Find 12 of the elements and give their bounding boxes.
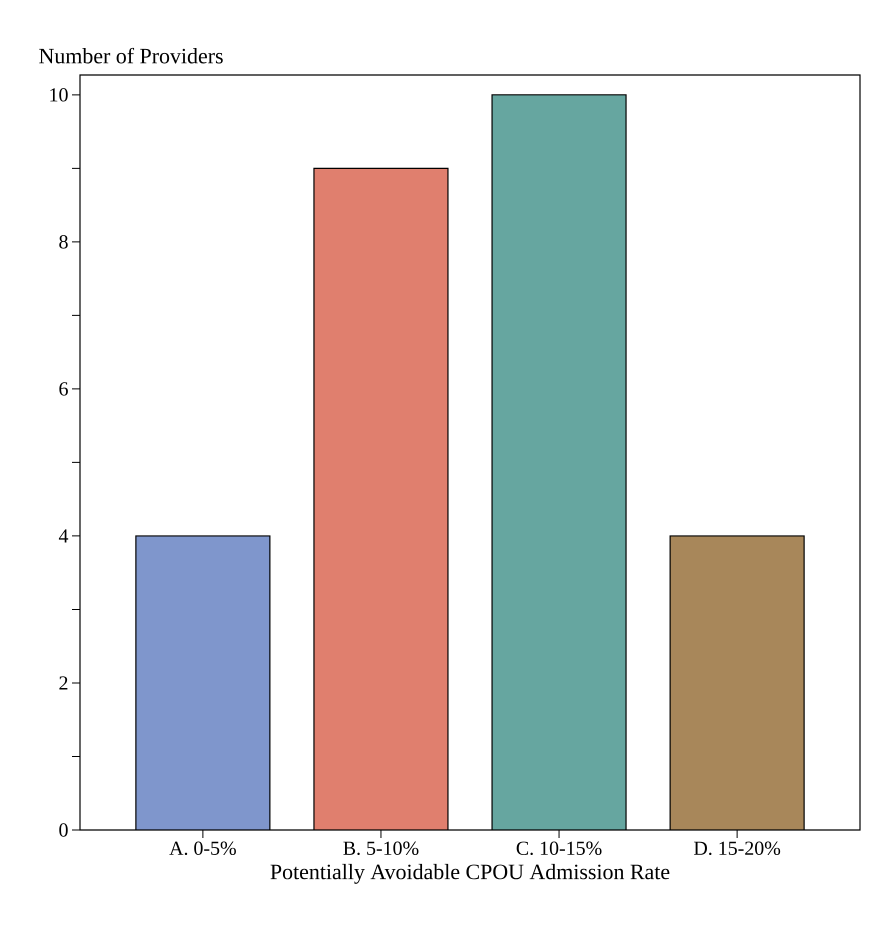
y-tick-label: 0	[59, 823, 68, 837]
y-tick-label: 2	[59, 676, 68, 690]
y-tick-label: 4	[58, 529, 68, 542]
x-tick-label: C. 10-15%	[516, 842, 602, 856]
x-axis-title: Potentially Avoidable CPOU Admission Rate	[270, 864, 670, 884]
y-tick-label: 6	[59, 382, 68, 396]
y-tick-label: 8	[59, 235, 68, 249]
y-tick-label: 10	[50, 88, 68, 102]
y-axis-title: Number of Providers	[39, 48, 223, 64]
x-tick-label: B. 5-10%	[343, 842, 418, 856]
x-tick-label: D. 15-20%	[694, 842, 780, 856]
x-tick-label: A. 0-5%	[169, 842, 236, 856]
